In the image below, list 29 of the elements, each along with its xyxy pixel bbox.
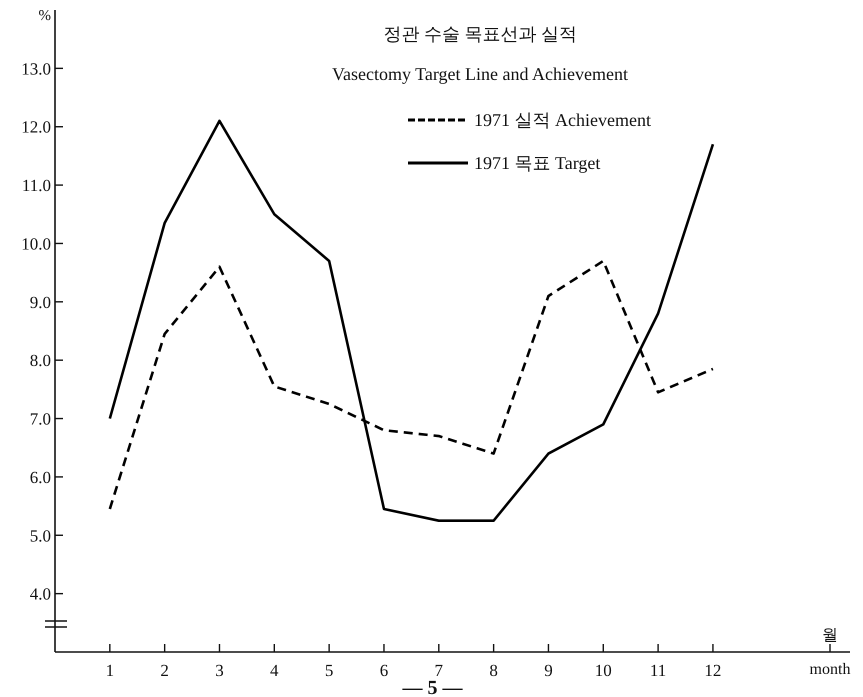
x-tick-label: 10 <box>594 661 612 680</box>
y-tick-label: 11.0 <box>22 176 51 196</box>
x-tick-label: 7 <box>434 661 444 680</box>
x-tick-label: 9 <box>544 661 553 680</box>
y-tick-label: 13.0 <box>21 59 51 78</box>
y-tick-label: 10.0 <box>21 234 51 254</box>
x-tick-label: 12 <box>704 661 722 680</box>
x-axis-title: 월 month <box>810 627 850 678</box>
y-tick-label: 4.0 <box>30 584 51 604</box>
y-tick-label: 5.0 <box>30 526 51 546</box>
x-tick-label: 6 <box>380 661 388 680</box>
x-tick-label: 11 <box>650 661 666 680</box>
x-tick-label: 8 <box>489 661 498 680</box>
text: 정관 수술 목표선과 실적 <box>383 24 577 44</box>
y-tick-label: 7.0 <box>30 410 51 429</box>
x-tick-label: 5 <box>324 661 334 680</box>
y-tick-label: 6.0 <box>30 468 51 487</box>
y-axis-title: % <box>38 8 51 24</box>
x-tick-label: 3 <box>215 661 224 680</box>
x-tick-label: 1 <box>106 661 114 680</box>
x-tick-label: 2 <box>160 661 169 680</box>
text: Vasectomy Target Line and Achievement <box>332 64 628 84</box>
y-tick-label: 12.0 <box>21 118 51 137</box>
x-tick-label: 4 <box>270 661 280 680</box>
legend-label: 1971 실적 Achievement <box>474 110 651 130</box>
legend-label: 1971 목표 Target <box>474 153 600 173</box>
y-tick-label: 8.0 <box>30 351 51 370</box>
text: — 5 — <box>402 677 464 697</box>
y-tick-label: 9.0 <box>30 292 51 312</box>
